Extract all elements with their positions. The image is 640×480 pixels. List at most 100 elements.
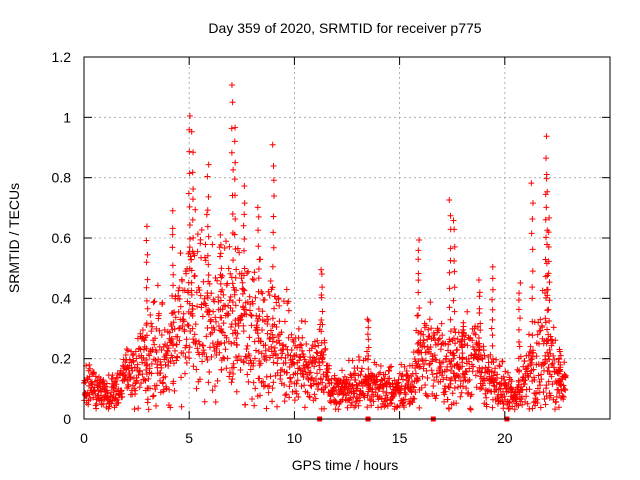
- data-point: [358, 365, 365, 372]
- data-point: [253, 347, 260, 354]
- data-point: [506, 399, 513, 406]
- data-point: [315, 380, 322, 387]
- data-point: [318, 266, 325, 273]
- data-point: [494, 371, 501, 378]
- data-point: [267, 373, 274, 380]
- data-point: [476, 340, 483, 347]
- chart-title: Day 359 of 2020, SRMTID for receiver p77…: [208, 20, 481, 36]
- data-point: [214, 377, 221, 384]
- data-point: [305, 375, 312, 382]
- data-point: [349, 357, 356, 364]
- data-point: [468, 391, 475, 398]
- data-point: [125, 365, 132, 372]
- data-point: [275, 337, 282, 344]
- data-point: [421, 361, 428, 368]
- data-point: [204, 292, 211, 299]
- data-point: [483, 403, 490, 410]
- data-point: [120, 369, 127, 376]
- data-point: [547, 392, 554, 399]
- x-tick-label: 0: [80, 430, 88, 446]
- data-point: [268, 343, 275, 350]
- data-point: [447, 245, 454, 252]
- data-point: [248, 322, 255, 329]
- data-point: [256, 313, 263, 320]
- data-point: [141, 376, 148, 383]
- data-point: [186, 112, 193, 119]
- data-point: [462, 368, 469, 375]
- data-point: [410, 383, 417, 390]
- data-point: [271, 344, 278, 351]
- data-point: [270, 177, 277, 184]
- data-point: [178, 374, 185, 381]
- data-point: [415, 312, 422, 319]
- data-point: [344, 404, 351, 411]
- data-point: [92, 373, 99, 380]
- data-point: [529, 216, 536, 222]
- data-point: [167, 358, 174, 365]
- data-point: [240, 286, 247, 293]
- data-point: [399, 371, 406, 378]
- data-point: [231, 138, 238, 145]
- data-point: [232, 302, 239, 309]
- data-point: [488, 325, 495, 332]
- data-point: [187, 253, 194, 260]
- data-point: [380, 388, 387, 395]
- data-point: [93, 405, 100, 412]
- data-point: [122, 351, 129, 358]
- data-point: [133, 378, 140, 385]
- data-point: [90, 394, 97, 401]
- data-point: [134, 361, 141, 368]
- data-point: [546, 279, 553, 286]
- data-point: [306, 394, 313, 401]
- data-point: [481, 352, 488, 359]
- data-point: [524, 400, 531, 407]
- data-point: [140, 346, 147, 353]
- data-point: [166, 386, 173, 393]
- data-point: [256, 392, 263, 399]
- data-point: [218, 265, 225, 272]
- data-point: [183, 359, 190, 366]
- data-point: [162, 352, 169, 359]
- data-point: [270, 379, 277, 386]
- data-point: [386, 364, 393, 371]
- data-point: [293, 351, 300, 358]
- data-point: [276, 340, 283, 347]
- data-point: [443, 353, 450, 360]
- data-point: [542, 191, 549, 198]
- data-point: [236, 249, 243, 256]
- data-point: [537, 327, 544, 334]
- data-point: [497, 385, 504, 392]
- data-point: [307, 382, 314, 389]
- data-point: [543, 133, 550, 140]
- data-point: [170, 378, 177, 385]
- data-point: [112, 378, 119, 385]
- data-point: [231, 291, 238, 298]
- data-point: [174, 333, 181, 340]
- data-point: [103, 380, 110, 387]
- data-point: [249, 300, 256, 307]
- data-point: [286, 383, 293, 390]
- data-point: [246, 307, 253, 314]
- data-point: [136, 384, 143, 391]
- data-point: [529, 332, 536, 339]
- data-point: [104, 387, 111, 394]
- data-point: [131, 406, 138, 413]
- data-point: [365, 317, 372, 324]
- data-point: [386, 368, 393, 375]
- data-point: [367, 397, 374, 404]
- data-point: [365, 324, 372, 331]
- data-point: [546, 346, 553, 353]
- data-point: [493, 356, 500, 363]
- data-point: [161, 326, 168, 333]
- data-point: [224, 355, 231, 362]
- data-point: [423, 392, 430, 399]
- data-point: [448, 375, 455, 382]
- data-point: [249, 395, 256, 402]
- data-point: [364, 356, 371, 363]
- data-point: [553, 393, 560, 400]
- data-point: [299, 334, 306, 341]
- data-point: [223, 334, 230, 341]
- data-point: [168, 323, 175, 330]
- data-point: [230, 257, 237, 264]
- data-point: [205, 161, 212, 168]
